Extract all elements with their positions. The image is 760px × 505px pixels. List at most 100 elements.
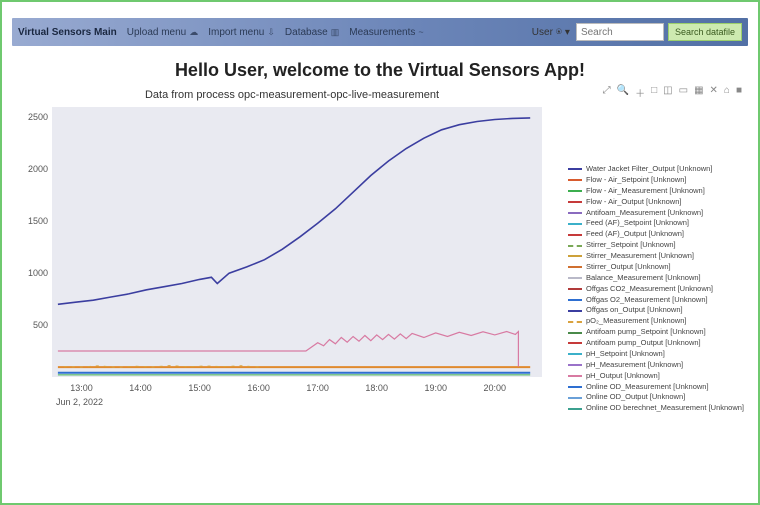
menu-database[interactable]: Database▥	[285, 27, 339, 38]
x-tick: 16:00	[247, 383, 270, 393]
legend-label: Feed (AF)_Setpoint [Unknown]	[586, 218, 689, 229]
legend-item[interactable]: Antifoam pump_Output [Unknown]	[568, 338, 748, 349]
legend-item[interactable]: Antifoam pump_Setpoint [Unknown]	[568, 327, 748, 338]
chart: Data from process opc-measurement-opc-li…	[12, 85, 542, 407]
y-tick: 500	[12, 320, 48, 330]
legend: Water Jacket Filter_Output [Unknown]Flow…	[568, 164, 748, 414]
legend-swatch	[568, 375, 582, 377]
toolbar-icon-8[interactable]: ⌂	[724, 85, 730, 99]
toolbar-icon-3[interactable]: □	[651, 85, 657, 99]
legend-label: Flow - Air_Output [Unknown]	[586, 197, 681, 208]
toolbar-icon-1[interactable]: 🔍	[617, 85, 629, 99]
legend-item[interactable]: Feed (AF)_Output [Unknown]	[568, 229, 748, 240]
x-tick: 18:00	[365, 383, 388, 393]
legend-item[interactable]: Flow - Air_Setpoint [Unknown]	[568, 175, 748, 186]
legend-swatch	[568, 310, 582, 312]
legend-swatch	[568, 332, 582, 334]
chart-title: Data from process opc-measurement-opc-li…	[42, 89, 542, 101]
legend-swatch	[568, 245, 582, 247]
toolbar-icon-9[interactable]: ■	[736, 85, 742, 99]
menu-icon: ☁	[189, 27, 198, 38]
legend-item[interactable]: Stirrer_Output [Unknown]	[568, 262, 748, 273]
legend-item[interactable]: Online OD_Measurement [Unknown]	[568, 382, 748, 393]
legend-swatch	[568, 190, 582, 192]
legend-item[interactable]: Stirrer_Setpoint [Unknown]	[568, 240, 748, 251]
legend-item[interactable]: Offgas CO2_Measurement [Unknown]	[568, 284, 748, 295]
user-menu[interactable]: User ⍟ ▾	[532, 27, 570, 38]
legend-label: Stirrer_Setpoint [Unknown]	[586, 240, 676, 251]
legend-item[interactable]: Online OD_Output [Unknown]	[568, 392, 748, 403]
legend-label: Stirrer_Measurement [Unknown]	[586, 251, 694, 262]
x-tick: 15:00	[188, 383, 211, 393]
legend-swatch	[568, 277, 582, 279]
legend-label: Antifoam pump_Setpoint [Unknown]	[586, 327, 706, 338]
legend-label: Online OD berechnet_Measurement [Unknown…	[586, 403, 744, 414]
legend-item[interactable]: pH_Measurement [Unknown]	[568, 360, 748, 371]
menu-measurements[interactable]: Measurements~	[349, 27, 423, 38]
x-tick: 20:00	[484, 383, 507, 393]
legend-label: Flow - Air_Measurement [Unknown]	[586, 186, 705, 197]
welcome-heading: Hello User, welcome to the Virtual Senso…	[12, 60, 748, 81]
legend-label: Offgas CO2_Measurement [Unknown]	[586, 284, 713, 295]
legend-item[interactable]: Feed (AF)_Setpoint [Unknown]	[568, 218, 748, 229]
menu-upload-menu[interactable]: Upload menu☁	[127, 27, 198, 38]
legend-swatch	[568, 364, 582, 366]
legend-swatch	[568, 342, 582, 344]
legend-swatch	[568, 255, 582, 257]
legend-swatch	[568, 234, 582, 236]
user-icon: ⍟	[556, 27, 562, 38]
legend-swatch	[568, 223, 582, 225]
toolbar-icon-6[interactable]: ▦	[694, 85, 703, 99]
legend-label: Balance_Measurement [Unknown]	[586, 273, 701, 284]
y-tick: 1000	[12, 268, 48, 278]
search-datafile-button[interactable]: Search datafile	[668, 23, 742, 41]
x-tick: 19:00	[424, 383, 447, 393]
legend-item[interactable]: Antifoam_Measurement [Unknown]	[568, 208, 748, 219]
legend-item[interactable]: Flow - Air_Measurement [Unknown]	[568, 186, 748, 197]
toolbar-icon-2[interactable]: ＋	[635, 85, 645, 99]
legend-swatch	[568, 299, 582, 301]
legend-label: Antifoam pump_Output [Unknown]	[586, 338, 701, 349]
legend-item[interactable]: pO₂_Measurement [Unknown]	[568, 316, 748, 327]
y-tick: 2500	[12, 112, 48, 122]
legend-label: Flow - Air_Setpoint [Unknown]	[586, 175, 686, 186]
toolbar-icon-0[interactable]: ⤢	[603, 85, 611, 99]
menu-icon: ~	[418, 27, 423, 37]
legend-label: pH_Setpoint [Unknown]	[586, 349, 665, 360]
menu-icon: ⇩	[267, 27, 275, 38]
x-tick: 14:00	[129, 383, 152, 393]
y-tick: 2000	[12, 164, 48, 174]
legend-item[interactable]: Balance_Measurement [Unknown]	[568, 273, 748, 284]
menu-icon: ▥	[331, 27, 340, 38]
chart-toolbar: ⤢ 🔍 ＋ □ ◫ ▭ ▦ ✕ ⌂ ■	[542, 85, 748, 99]
legend-label: pH_Measurement [Unknown]	[586, 360, 683, 371]
menu-import-menu[interactable]: Import menu⇩	[208, 27, 275, 38]
x-axis-date: Jun 2, 2022	[56, 397, 103, 407]
legend-swatch	[568, 288, 582, 290]
legend-item[interactable]: Flow - Air_Output [Unknown]	[568, 197, 748, 208]
toolbar-icon-5[interactable]: ▭	[679, 85, 688, 99]
legend-label: Online OD_Measurement [Unknown]	[586, 382, 709, 393]
legend-item[interactable]: Online OD berechnet_Measurement [Unknown…	[568, 403, 748, 414]
search-input[interactable]	[576, 23, 664, 41]
legend-swatch	[568, 321, 582, 323]
legend-label: Antifoam_Measurement [Unknown]	[586, 208, 703, 219]
x-tick: 13:00	[70, 383, 93, 393]
legend-item[interactable]: pH_Setpoint [Unknown]	[568, 349, 748, 360]
legend-item[interactable]: pH_Output [Unknown]	[568, 371, 748, 382]
toolbar-icon-4[interactable]: ◫	[663, 85, 672, 99]
legend-swatch	[568, 386, 582, 388]
legend-swatch	[568, 353, 582, 355]
legend-label: Feed (AF)_Output [Unknown]	[586, 229, 684, 240]
legend-label: Offgas on_Output [Unknown]	[586, 305, 683, 316]
legend-swatch	[568, 212, 582, 214]
legend-swatch	[568, 168, 582, 170]
brand: Virtual Sensors Main	[18, 27, 117, 38]
legend-label: Offgas O2_Measurement [Unknown]	[586, 295, 708, 306]
legend-item[interactable]: Water Jacket Filter_Output [Unknown]	[568, 164, 748, 175]
legend-item[interactable]: Offgas O2_Measurement [Unknown]	[568, 295, 748, 306]
legend-item[interactable]: Offgas on_Output [Unknown]	[568, 305, 748, 316]
navbar: Virtual Sensors Main Upload menu☁ Import …	[12, 18, 748, 46]
toolbar-icon-7[interactable]: ✕	[710, 85, 718, 99]
legend-item[interactable]: Stirrer_Measurement [Unknown]	[568, 251, 748, 262]
